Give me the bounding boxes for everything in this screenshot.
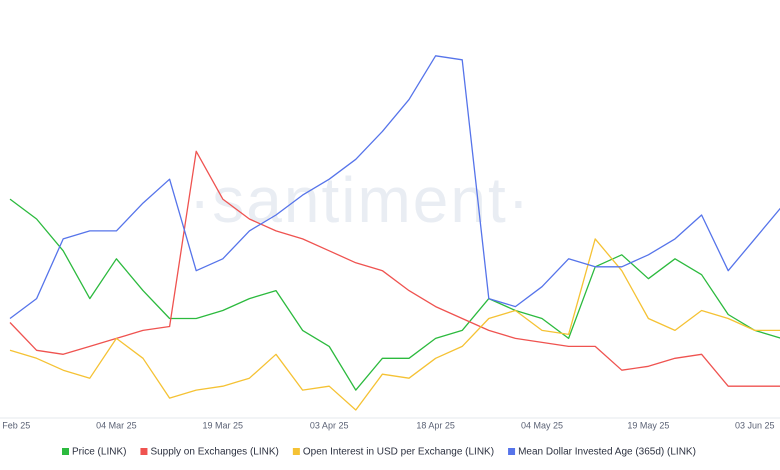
x-tick-label: 03 Jun 25 xyxy=(735,420,775,430)
x-tick-label: 03 Apr 25 xyxy=(310,420,349,430)
series-line xyxy=(9,55,780,320)
legend-label: Open Interest in USD per Exchange (LINK) xyxy=(303,447,494,458)
legend-swatch xyxy=(62,448,69,455)
series-line xyxy=(9,238,780,411)
x-tick-label: 18 Apr 25 xyxy=(416,420,455,430)
legend-label: Price (LINK) xyxy=(72,447,126,458)
legend-label: Mean Dollar Invested Age (365d) (LINK) xyxy=(518,447,696,458)
legend-swatch xyxy=(508,448,516,455)
series-line xyxy=(9,198,780,391)
x-tick-label: 19 Mar 25 xyxy=(203,420,244,430)
series-line xyxy=(9,150,780,387)
x-tick-label: 17 Feb 25 xyxy=(0,420,30,430)
x-tick-label: 04 Mar 25 xyxy=(96,420,137,430)
legend-label: Supply on Exchanges (LINK) xyxy=(150,447,278,458)
x-tick-label: 04 May 25 xyxy=(521,420,563,430)
legend-swatch xyxy=(292,448,300,455)
legend-swatch xyxy=(140,448,148,455)
watermark: ·santiment· xyxy=(189,164,531,236)
x-tick-label: 19 May 25 xyxy=(627,420,669,430)
